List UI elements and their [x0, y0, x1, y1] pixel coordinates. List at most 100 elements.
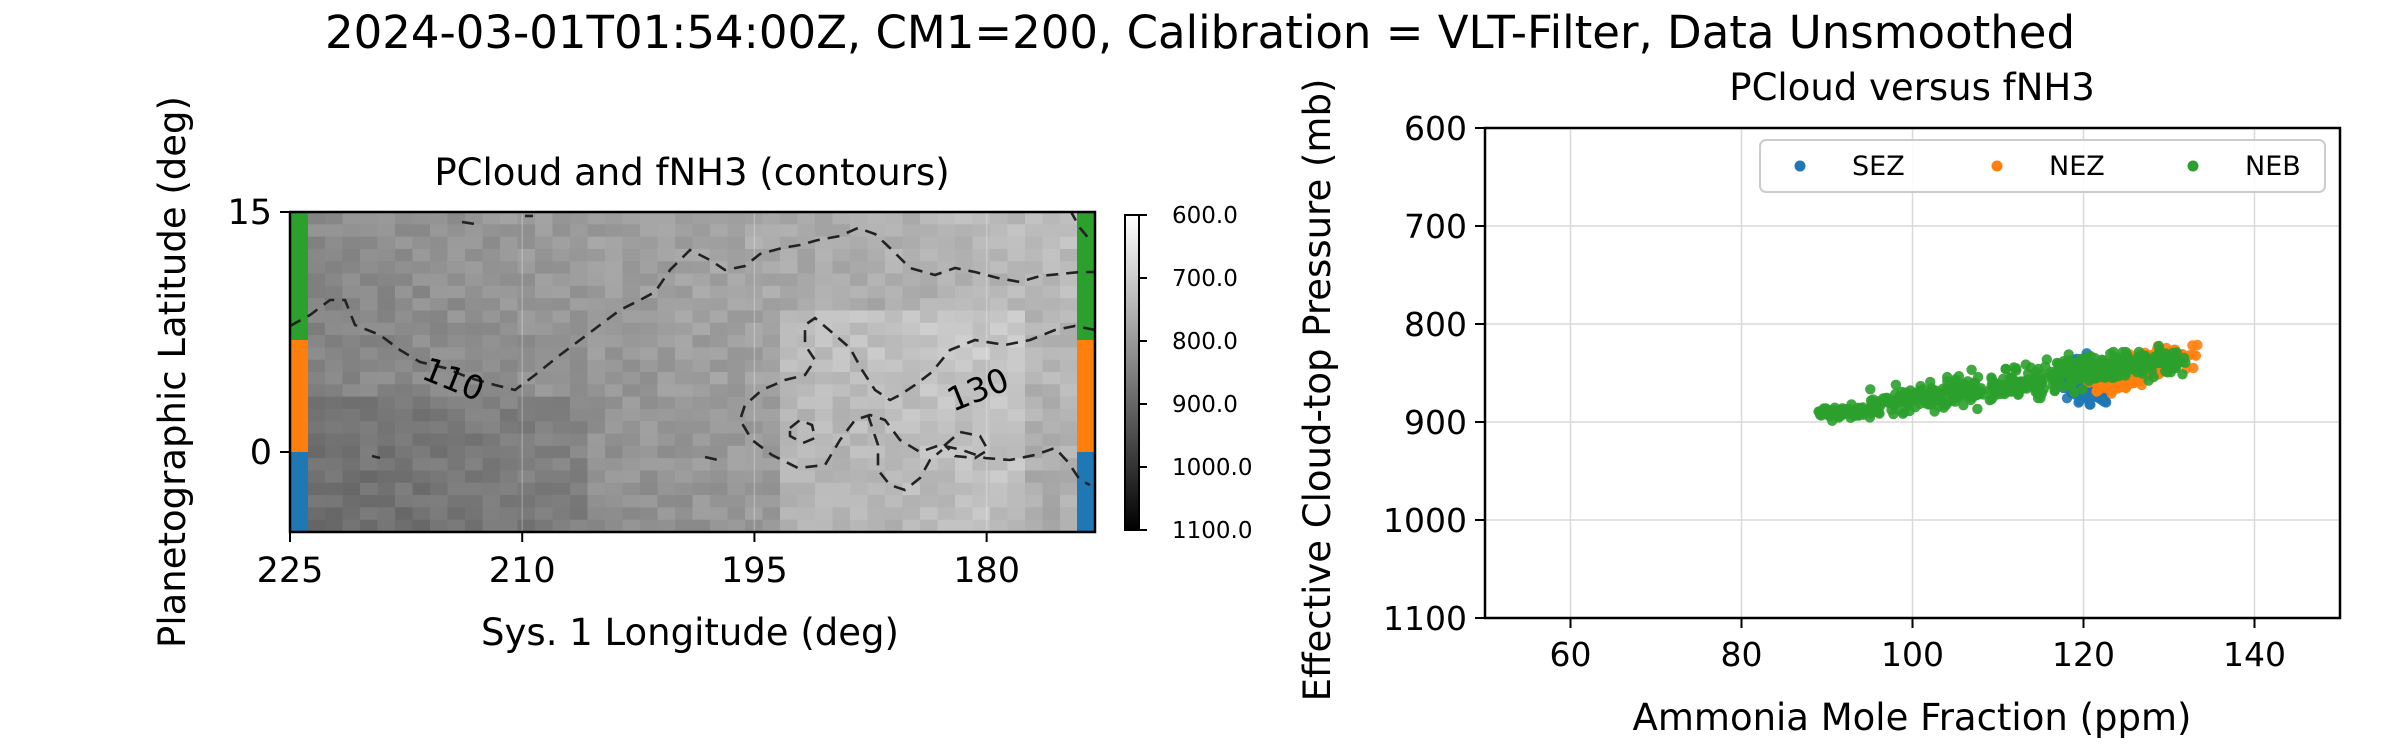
heatmap-cell	[745, 212, 764, 225]
heatmap-cell	[990, 285, 1009, 299]
heatmap-cell	[832, 359, 851, 373]
heatmap-cell	[990, 359, 1009, 373]
heatmap-cell	[920, 322, 939, 336]
heatmap-cell	[937, 408, 956, 422]
heatmap-cell	[797, 408, 816, 422]
heatmap-cell	[395, 224, 414, 238]
heatmap-cell	[447, 470, 466, 484]
heatmap-cell	[430, 310, 449, 324]
heatmap-cell	[745, 224, 764, 238]
heatmap-cell	[972, 519, 991, 532]
heatmap-cell	[587, 310, 606, 324]
heatmap-cell	[500, 224, 519, 238]
heatmap-cell	[517, 261, 536, 275]
heatmap-cell	[955, 224, 974, 238]
heatmap-cell	[447, 261, 466, 275]
heatmap-cell	[727, 359, 746, 373]
heatmap-cell	[902, 433, 921, 447]
heatmap-cell	[640, 372, 659, 385]
heatmap-cell	[797, 384, 816, 398]
heatmap-cell	[570, 212, 589, 225]
heatmap-cell	[552, 212, 571, 225]
heatmap-cell	[832, 273, 851, 287]
heatmap-cell	[570, 495, 589, 508]
heatmap-cell	[395, 285, 414, 299]
heatmap-cell	[1025, 519, 1044, 532]
heatmap-cell	[850, 482, 869, 496]
heatmap-cell	[465, 495, 484, 508]
heatmap-cell	[937, 372, 956, 385]
heatmap-cell	[377, 372, 396, 385]
heatmap-cell	[745, 507, 764, 521]
heatmap-cell	[902, 236, 921, 250]
heatmap-cell	[605, 396, 624, 410]
heatmap-cell	[710, 359, 729, 373]
heatmap-cell	[377, 224, 396, 238]
heatmap-cell	[517, 396, 536, 410]
heatmap-cell	[850, 322, 869, 336]
heatmap-cell	[640, 224, 659, 238]
heatmap-cell	[325, 396, 344, 410]
heatmap-cell	[780, 470, 799, 484]
heatmap-cell	[990, 298, 1009, 312]
heatmap-cell	[745, 445, 764, 459]
heatmap-cell	[587, 261, 606, 275]
heatmap-cell	[675, 298, 694, 312]
heatmap-cell	[850, 298, 869, 312]
heatmap-cell	[710, 261, 729, 275]
heatmap-cell	[745, 470, 764, 484]
scatter-x-tick-label: 120	[2052, 635, 2115, 674]
heatmap-cell	[745, 335, 764, 348]
heatmap-cell	[535, 408, 554, 422]
heatmap-cell	[762, 273, 781, 287]
heatmap-cell	[675, 359, 694, 373]
heatmap-cell	[955, 298, 974, 312]
heatmap-cell	[797, 519, 816, 532]
heatmap-cell	[955, 212, 974, 225]
heatmap-cell	[797, 261, 816, 275]
heatmap-cell	[465, 458, 484, 472]
heatmap-cell	[1042, 519, 1061, 532]
heatmap-cell	[325, 445, 344, 459]
scatter-point-neb	[2177, 369, 2188, 380]
scatter-point-neb	[1836, 405, 1848, 416]
heatmap-cell	[850, 445, 869, 459]
heatmap-cell	[570, 273, 589, 287]
heatmap-cell	[342, 335, 361, 348]
heatmap-cell	[1060, 298, 1079, 312]
heatmap-cell	[710, 495, 729, 508]
heatmap-cell	[552, 482, 571, 496]
heatmap-cell	[657, 236, 676, 250]
heatmap-cell	[885, 408, 904, 422]
heatmap-cell	[745, 372, 764, 385]
heatmap-cell	[500, 347, 519, 361]
heatmap-cell	[1042, 495, 1061, 508]
heatmap-cell	[377, 322, 396, 336]
scatter-point-neb	[2162, 361, 2173, 372]
heatmap-cell	[535, 507, 554, 521]
scatter-point-neb	[2117, 354, 2129, 365]
heatmap-cell	[640, 408, 659, 422]
heatmap-cell	[745, 310, 764, 324]
heatmap-cell	[832, 519, 851, 532]
heatmap-cell	[482, 335, 501, 348]
heatmap-cell	[552, 248, 571, 262]
heatmap-cell	[605, 347, 624, 361]
heatmap-cell	[832, 322, 851, 336]
heatmap-cell	[780, 212, 799, 225]
heatmap-cell	[447, 273, 466, 287]
heatmap-cell	[657, 298, 676, 312]
heatmap-cell	[885, 507, 904, 521]
heatmap-cell	[412, 519, 431, 532]
heatmap-cell	[727, 433, 746, 447]
heatmap-cell	[885, 261, 904, 275]
heatmap-cell	[955, 507, 974, 521]
heatmap-cell	[360, 347, 379, 361]
heatmap-cell	[990, 347, 1009, 361]
heatmap-cell	[797, 248, 816, 262]
heatmap-cell	[937, 248, 956, 262]
heatmap-cell	[517, 273, 536, 287]
heatmap-cell	[640, 347, 659, 361]
heatmap-cell	[937, 285, 956, 299]
heatmap-cell	[360, 261, 379, 275]
